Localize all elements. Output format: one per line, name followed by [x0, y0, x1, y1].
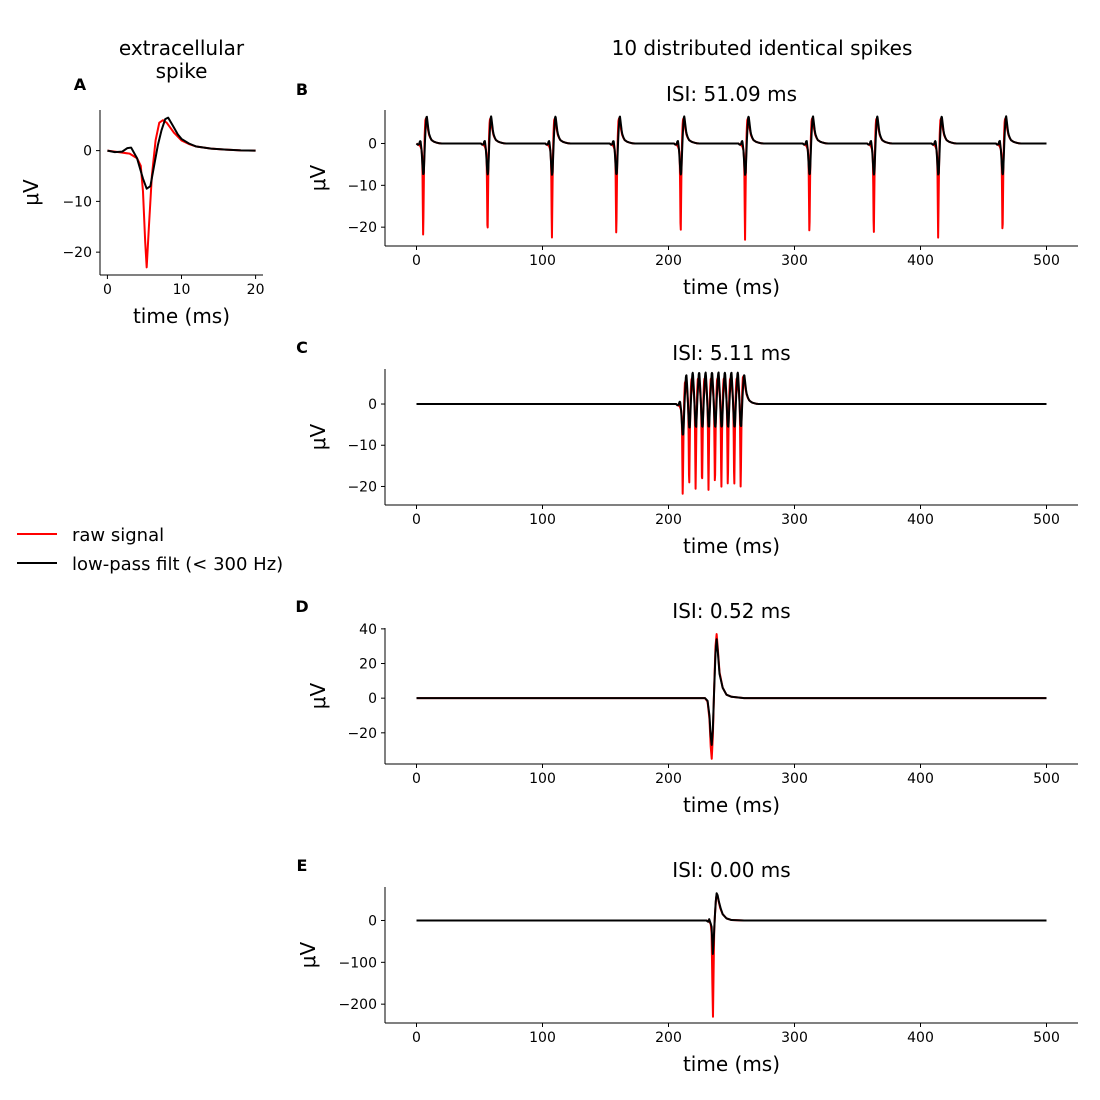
series-line-raw	[107, 119, 256, 269]
y-tick-label: −10	[347, 178, 377, 194]
x-tick-label: 300	[781, 1030, 808, 1046]
x-tick-label: 400	[907, 512, 934, 528]
chart-panel-C: C ISI: 5.11 ms 0 100 200 300 400 500 0 −10 −20 time…	[296, 338, 1078, 558]
x-tick-label: 400	[907, 253, 934, 269]
chart-panel-E: E ISI: 0.00 ms 0 100 200 300 400 500 0 −100 −200 ti…	[296, 856, 1078, 1076]
y-tick-label: 0	[368, 136, 377, 152]
series-line-lowpass	[415, 115, 1048, 176]
y-tick-label: −20	[347, 479, 377, 495]
x-tick-label: 200	[655, 253, 682, 269]
x-tick-label: 500	[1033, 253, 1060, 269]
y-tick-label: −100	[339, 955, 377, 971]
x-tick-label: 0	[412, 771, 421, 787]
x-axis-label: time (ms)	[133, 304, 230, 328]
x-tick-label: 0	[412, 512, 421, 528]
figure-suptitle: 10 distributed identical spikes	[612, 36, 913, 60]
x-tick-label: 500	[1033, 1030, 1060, 1046]
x-tick-label: 0	[103, 282, 112, 298]
panel-letter: D	[295, 597, 308, 616]
y-tick-label: −20	[62, 245, 92, 261]
x-tick-label: 20	[247, 282, 265, 298]
x-tick-label: 500	[1033, 512, 1060, 528]
x-tick-label: 500	[1033, 771, 1060, 787]
x-tick-label: 300	[781, 771, 808, 787]
y-tick-label: −200	[339, 997, 377, 1013]
y-axis-label: μV	[296, 941, 320, 968]
chart-title: ISI: 0.52 ms	[672, 599, 790, 623]
x-tick-label: 200	[655, 512, 682, 528]
x-tick-label: 300	[781, 512, 808, 528]
x-tick-label: 10	[173, 282, 191, 298]
x-tick-label: 300	[781, 253, 808, 269]
y-axis-label: μV	[306, 164, 330, 191]
y-tick-label: −20	[347, 726, 377, 742]
x-tick-label: 200	[655, 1030, 682, 1046]
x-axis-label: time (ms)	[683, 534, 780, 558]
series-line-lowpass	[416, 892, 1047, 955]
x-tick-label: 0	[412, 253, 421, 269]
chart-title: ISI: 5.11 ms	[672, 341, 790, 365]
chart-panel-D: D ISI: 0.52 ms0 100 200 300 400 50040200−20tim…	[295, 597, 1078, 817]
panel-letter: C	[296, 338, 308, 357]
panel-letter: A	[74, 75, 87, 94]
chart-title: ISI: 51.09 ms	[666, 82, 797, 106]
chart-panel-B: B ISI: 51.09 ms 0 100 200 300 400 500 0 −10 −20 tim…	[296, 80, 1078, 299]
y-axis-label: μV	[306, 423, 330, 450]
x-tick-label: 0	[412, 1030, 421, 1046]
chart-title: spike	[156, 59, 208, 83]
chart-title: extracellular	[119, 36, 245, 60]
y-tick-label: 0	[368, 397, 377, 413]
x-axis-label: time (ms)	[683, 1052, 780, 1076]
x-tick-label: 200	[655, 771, 682, 787]
x-tick-label: 100	[529, 771, 556, 787]
y-tick-label: 20	[359, 657, 377, 673]
legend: raw signal low-pass filt (< 300 Hz)	[17, 525, 283, 575]
y-tick-label: 0	[83, 144, 92, 160]
x-tick-label: 100	[529, 253, 556, 269]
y-tick-label: −10	[62, 194, 92, 210]
series-line-lowpass	[416, 638, 1047, 746]
series-line-lowpass	[415, 371, 1048, 436]
series-line-raw	[415, 117, 1048, 241]
x-tick-label: 400	[907, 771, 934, 787]
y-tick-label: 0	[368, 691, 377, 707]
y-tick-label: −10	[347, 438, 377, 454]
y-tick-label: −20	[347, 220, 377, 236]
chart-title: ISI: 0.00 ms	[672, 858, 790, 882]
series-line-raw	[416, 893, 1047, 1018]
y-tick-label: 0	[368, 913, 377, 929]
y-axis-label: μV	[306, 682, 330, 709]
x-axis-label: time (ms)	[683, 793, 780, 817]
x-tick-label: 100	[529, 512, 556, 528]
panel-letter: B	[296, 80, 308, 99]
series-line-lowpass	[107, 116, 256, 190]
y-tick-label: 40	[359, 622, 377, 638]
legend-raw-label: raw signal	[72, 525, 164, 546]
y-axis-label: μV	[19, 179, 43, 206]
panel-letter: E	[297, 856, 308, 875]
legend-lowpass-label: low-pass filt (< 300 Hz)	[72, 554, 283, 575]
x-tick-label: 100	[529, 1030, 556, 1046]
x-tick-label: 400	[907, 1030, 934, 1046]
x-axis-label: time (ms)	[683, 275, 780, 299]
series-line-raw	[415, 375, 1048, 495]
